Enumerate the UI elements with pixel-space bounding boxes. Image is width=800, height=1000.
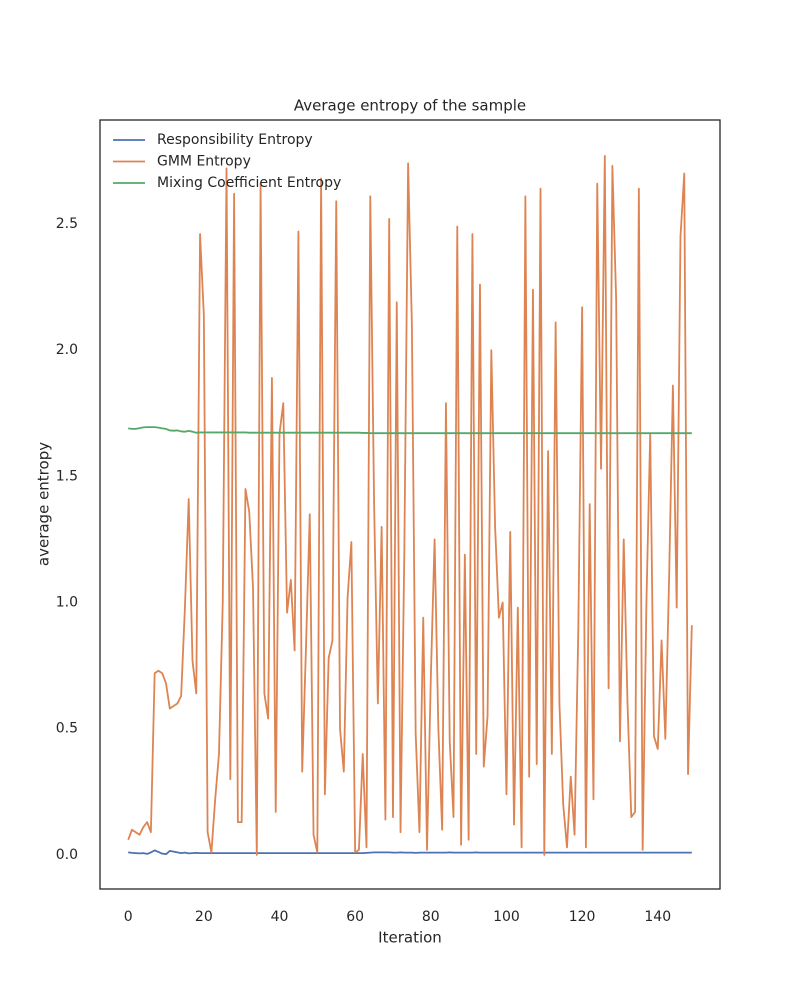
x-tick-label: 60 [346, 909, 364, 925]
axes-frame [99, 119, 721, 890]
y-tick-label: 2.0 [56, 342, 78, 358]
y-axis-label: average entropy [35, 442, 53, 566]
x-tick-label: 120 [569, 909, 596, 925]
x-tick-label: 80 [422, 909, 440, 925]
series-line [128, 849, 692, 856]
series-line [127, 154, 693, 856]
chart-title: Average entropy of the sample [294, 97, 526, 115]
y-tick-label: 0.5 [56, 721, 78, 737]
x-tick-label: 20 [195, 909, 213, 925]
series-line [128, 426, 692, 435]
x-axis-label: Iteration [378, 929, 442, 947]
legend-label: Responsibility Entropy [157, 132, 313, 148]
legend-label: Mixing Coefficient Entropy [157, 175, 341, 191]
y-tick-label: 2.5 [56, 216, 78, 232]
y-tick-label: 1.0 [56, 595, 78, 611]
x-tick-label: 40 [271, 909, 289, 925]
legend-label: GMM Entropy [157, 154, 251, 170]
y-tick-label: 0.0 [56, 847, 78, 863]
x-tick-label: 0 [124, 909, 133, 925]
x-tick-label: 140 [644, 909, 671, 925]
x-tick-label: 100 [493, 909, 520, 925]
y-tick-label: 1.5 [56, 468, 78, 484]
